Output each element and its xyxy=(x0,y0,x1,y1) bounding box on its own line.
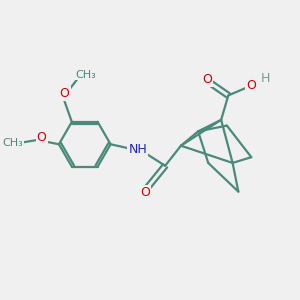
Text: O: O xyxy=(37,131,46,144)
Text: CH₃: CH₃ xyxy=(3,138,23,148)
Text: O: O xyxy=(140,186,150,199)
Text: O: O xyxy=(246,79,256,92)
Text: H: H xyxy=(260,72,270,85)
Text: O: O xyxy=(60,87,70,100)
Text: NH: NH xyxy=(128,143,147,157)
Text: O: O xyxy=(202,73,212,85)
Text: CH₃: CH₃ xyxy=(76,70,97,80)
